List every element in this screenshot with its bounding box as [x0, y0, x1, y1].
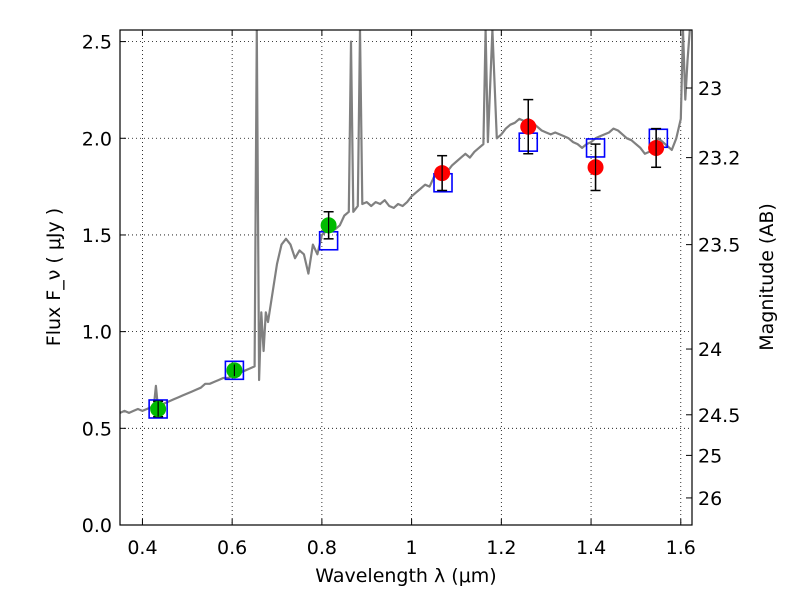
left-axis-tick-labels: 0.0 0.5 1.0 1.5 2.0 2.5: [82, 32, 112, 537]
x-tick-label: 0.4: [127, 537, 157, 559]
right-tick-label: 23.5: [698, 235, 740, 257]
y-axis-label-left: Flux F_ν ( μJy ): [43, 208, 65, 346]
x-tick-label: 0.8: [307, 537, 337, 559]
axis-ticks: [120, 30, 692, 526]
y-tick-label: 2.5: [82, 32, 112, 54]
y-axis-label-right: Magnitude (AB): [756, 203, 778, 351]
y-tick-label: 1.0: [82, 322, 112, 344]
y-tick-label: 0.0: [82, 515, 112, 537]
x-tick-label: 1.6: [666, 537, 696, 559]
y-tick-label: 0.5: [82, 418, 112, 440]
plot-content: [120, 30, 691, 419]
right-axis-tick-labels: 23 23.2 23.5 24 24.5 25 26: [698, 78, 740, 510]
y-tick-label: 2.0: [82, 128, 112, 150]
plot-frame: [119, 29, 693, 526]
spectrum-line: [120, 30, 691, 414]
right-tick-label: 24: [698, 339, 722, 361]
plot-area: [120, 30, 691, 419]
right-tick-label: 26: [698, 488, 722, 510]
grid-lines: [120, 30, 692, 526]
model-photometry-square: [224, 360, 245, 381]
x-tick-label: 1.2: [486, 537, 516, 559]
right-tick-label: 24.5: [698, 405, 740, 427]
x-tick-label: 1.4: [576, 537, 606, 559]
x-axis-tick-labels: 0.4 0.6 0.8 1 1.2 1.4 1.6: [127, 537, 696, 559]
model-photometry-square: [148, 399, 168, 419]
y-tick-label: 1.5: [82, 225, 112, 247]
right-tick-label: 23.2: [698, 148, 740, 170]
x-tick-label: 0.6: [217, 537, 247, 559]
right-tick-label: 23: [698, 78, 722, 100]
x-tick-label: 1: [406, 537, 418, 559]
right-tick-label: 25: [698, 445, 722, 467]
x-axis-label: Wavelength λ (μm): [315, 565, 496, 587]
